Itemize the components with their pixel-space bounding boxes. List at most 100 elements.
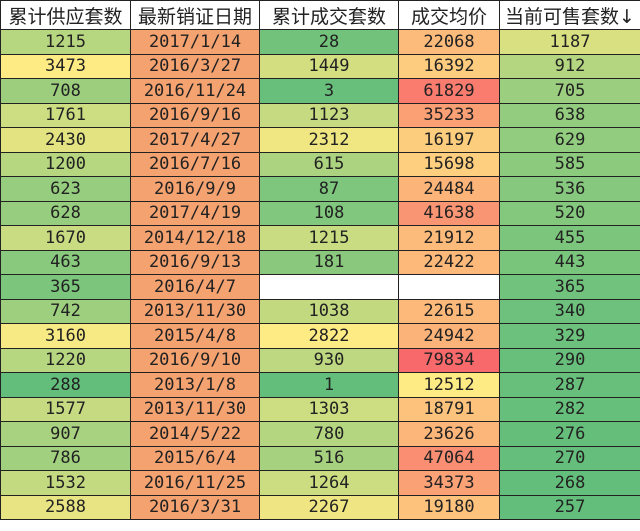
- cumulative-supply-cell: 1200: [0, 151, 131, 177]
- cumulative-supply-cell: 1220: [0, 347, 131, 373]
- table-body: 1215 2017/1/14 28 22068 1187 3473 2016/3/27 144…: [0, 29, 640, 520]
- cumulative-sold-cell: 108: [259, 200, 399, 226]
- avg-price-cell: [398, 274, 500, 300]
- available-units-cell: 443: [499, 249, 640, 275]
- avg-price-cell: 34373: [398, 470, 500, 496]
- avg-price-cell: 21912: [398, 225, 500, 251]
- table-row: 463 2016/9/13 181 22422 443: [0, 249, 640, 275]
- available-units-cell: 290: [499, 347, 640, 373]
- table-row: 1532 2016/11/25 1264 34373 268: [0, 470, 640, 496]
- cumulative-supply-cell: 623: [0, 176, 131, 202]
- available-units-cell: 365: [499, 274, 640, 300]
- cumulative-sold-cell: 1: [259, 372, 399, 398]
- permit-date-cell: 2017/4/19: [130, 200, 260, 226]
- avg-price-cell: 16392: [398, 53, 500, 79]
- cumulative-sold-cell: 1123: [259, 102, 399, 128]
- permit-date-cell: 2016/11/25: [130, 470, 260, 496]
- available-units-cell: 1187: [499, 29, 640, 55]
- cumulative-sold-cell: 516: [259, 445, 399, 471]
- permit-date-cell: 2016/9/9: [130, 176, 260, 202]
- table-row: 708 2016/11/24 3 61829 705: [0, 78, 640, 104]
- table-row: 742 2013/11/30 1038 22615 340: [0, 298, 640, 324]
- cumulative-supply-cell: 2588: [0, 494, 131, 520]
- permit-date-cell: 2015/4/8: [130, 323, 260, 349]
- avg-price-cell: 24942: [398, 323, 500, 349]
- cumulative-supply-cell: 2430: [0, 127, 131, 153]
- cumulative-supply-cell: 742: [0, 298, 131, 324]
- cumulative-supply-cell: 365: [0, 274, 131, 300]
- cumulative-sold-cell: 615: [259, 151, 399, 177]
- cumulative-sold-cell: 930: [259, 347, 399, 373]
- available-units-cell: 270: [499, 445, 640, 471]
- permit-date-cell: 2016/4/7: [130, 274, 260, 300]
- cumulative-sold-cell: 1449: [259, 53, 399, 79]
- permit-date-cell: 2016/11/24: [130, 78, 260, 104]
- cumulative-supply-cell: 288: [0, 372, 131, 398]
- header-avg-price[interactable]: 成交均价: [398, 0, 500, 30]
- available-units-cell: 536: [499, 176, 640, 202]
- cumulative-sold-cell: 87: [259, 176, 399, 202]
- header-cumulative-supply[interactable]: 累计供应套数: [0, 0, 131, 30]
- permit-date-cell: 2016/3/31: [130, 494, 260, 520]
- permit-date-cell: 2014/5/22: [130, 421, 260, 447]
- table-row: 1215 2017/1/14 28 22068 1187: [0, 29, 640, 55]
- permit-date-cell: 2016/7/16: [130, 151, 260, 177]
- cumulative-sold-cell: 1264: [259, 470, 399, 496]
- permit-date-cell: 2017/1/14: [130, 29, 260, 55]
- cumulative-sold-cell: [259, 274, 399, 300]
- cumulative-sold-cell: 2312: [259, 127, 399, 153]
- data-table: 累计供应套数 最新销证日期 累计成交套数 成交均价 当前可售套数↓ 1215 20…: [0, 0, 640, 520]
- table-row: 628 2017/4/19 108 41638 520: [0, 200, 640, 226]
- header-cumulative-sold[interactable]: 累计成交套数: [259, 0, 399, 30]
- avg-price-cell: 18791: [398, 396, 500, 422]
- avg-price-cell: 41638: [398, 200, 500, 226]
- cumulative-sold-cell: 1215: [259, 225, 399, 251]
- available-units-cell: 282: [499, 396, 640, 422]
- available-units-cell: 638: [499, 102, 640, 128]
- permit-date-cell: 2016/9/16: [130, 102, 260, 128]
- available-units-cell: 257: [499, 494, 640, 520]
- avg-price-cell: 15698: [398, 151, 500, 177]
- cumulative-sold-cell: 28: [259, 29, 399, 55]
- permit-date-cell: 2016/9/10: [130, 347, 260, 373]
- table-row: 3473 2016/3/27 1449 16392 912: [0, 53, 640, 79]
- avg-price-cell: 79834: [398, 347, 500, 373]
- cumulative-supply-cell: 628: [0, 200, 131, 226]
- table-row: 1761 2016/9/16 1123 35233 638: [0, 102, 640, 128]
- avg-price-cell: 19180: [398, 494, 500, 520]
- cumulative-supply-cell: 708: [0, 78, 131, 104]
- available-units-cell: 912: [499, 53, 640, 79]
- available-units-cell: 329: [499, 323, 640, 349]
- permit-date-cell: 2016/9/13: [130, 249, 260, 275]
- available-units-cell: 585: [499, 151, 640, 177]
- avg-price-cell: 23626: [398, 421, 500, 447]
- table-row: 1200 2016/7/16 615 15698 585: [0, 151, 640, 177]
- table-row: 288 2013/1/8 1 12512 287: [0, 372, 640, 398]
- cumulative-sold-cell: 1038: [259, 298, 399, 324]
- cumulative-supply-cell: 463: [0, 249, 131, 275]
- available-units-cell: 276: [499, 421, 640, 447]
- header-available-units-sorted[interactable]: 当前可售套数↓: [499, 0, 640, 30]
- permit-date-cell: 2015/6/4: [130, 445, 260, 471]
- available-units-cell: 705: [499, 78, 640, 104]
- permit-date-cell: 2014/12/18: [130, 225, 260, 251]
- available-units-cell: 268: [499, 470, 640, 496]
- table-row: 2588 2016/3/31 2267 19180 257: [0, 494, 640, 520]
- cumulative-sold-cell: 3: [259, 78, 399, 104]
- available-units-cell: 520: [499, 200, 640, 226]
- cumulative-supply-cell: 786: [0, 445, 131, 471]
- avg-price-cell: 47064: [398, 445, 500, 471]
- permit-date-cell: 2013/11/30: [130, 298, 260, 324]
- table-row: 1220 2016/9/10 930 79834 290: [0, 347, 640, 373]
- avg-price-cell: 61829: [398, 78, 500, 104]
- cumulative-supply-cell: 907: [0, 421, 131, 447]
- cumulative-supply-cell: 1761: [0, 102, 131, 128]
- table-row: 365 2016/4/7 365: [0, 274, 640, 300]
- permit-date-cell: 2013/1/8: [130, 372, 260, 398]
- table-row: 623 2016/9/9 87 24484 536: [0, 176, 640, 202]
- table-row: 3160 2015/4/8 2822 24942 329: [0, 323, 640, 349]
- header-latest-permit-date[interactable]: 最新销证日期: [130, 0, 260, 30]
- table-row: 786 2015/6/4 516 47064 270: [0, 445, 640, 471]
- available-units-cell: 287: [499, 372, 640, 398]
- available-units-cell: 340: [499, 298, 640, 324]
